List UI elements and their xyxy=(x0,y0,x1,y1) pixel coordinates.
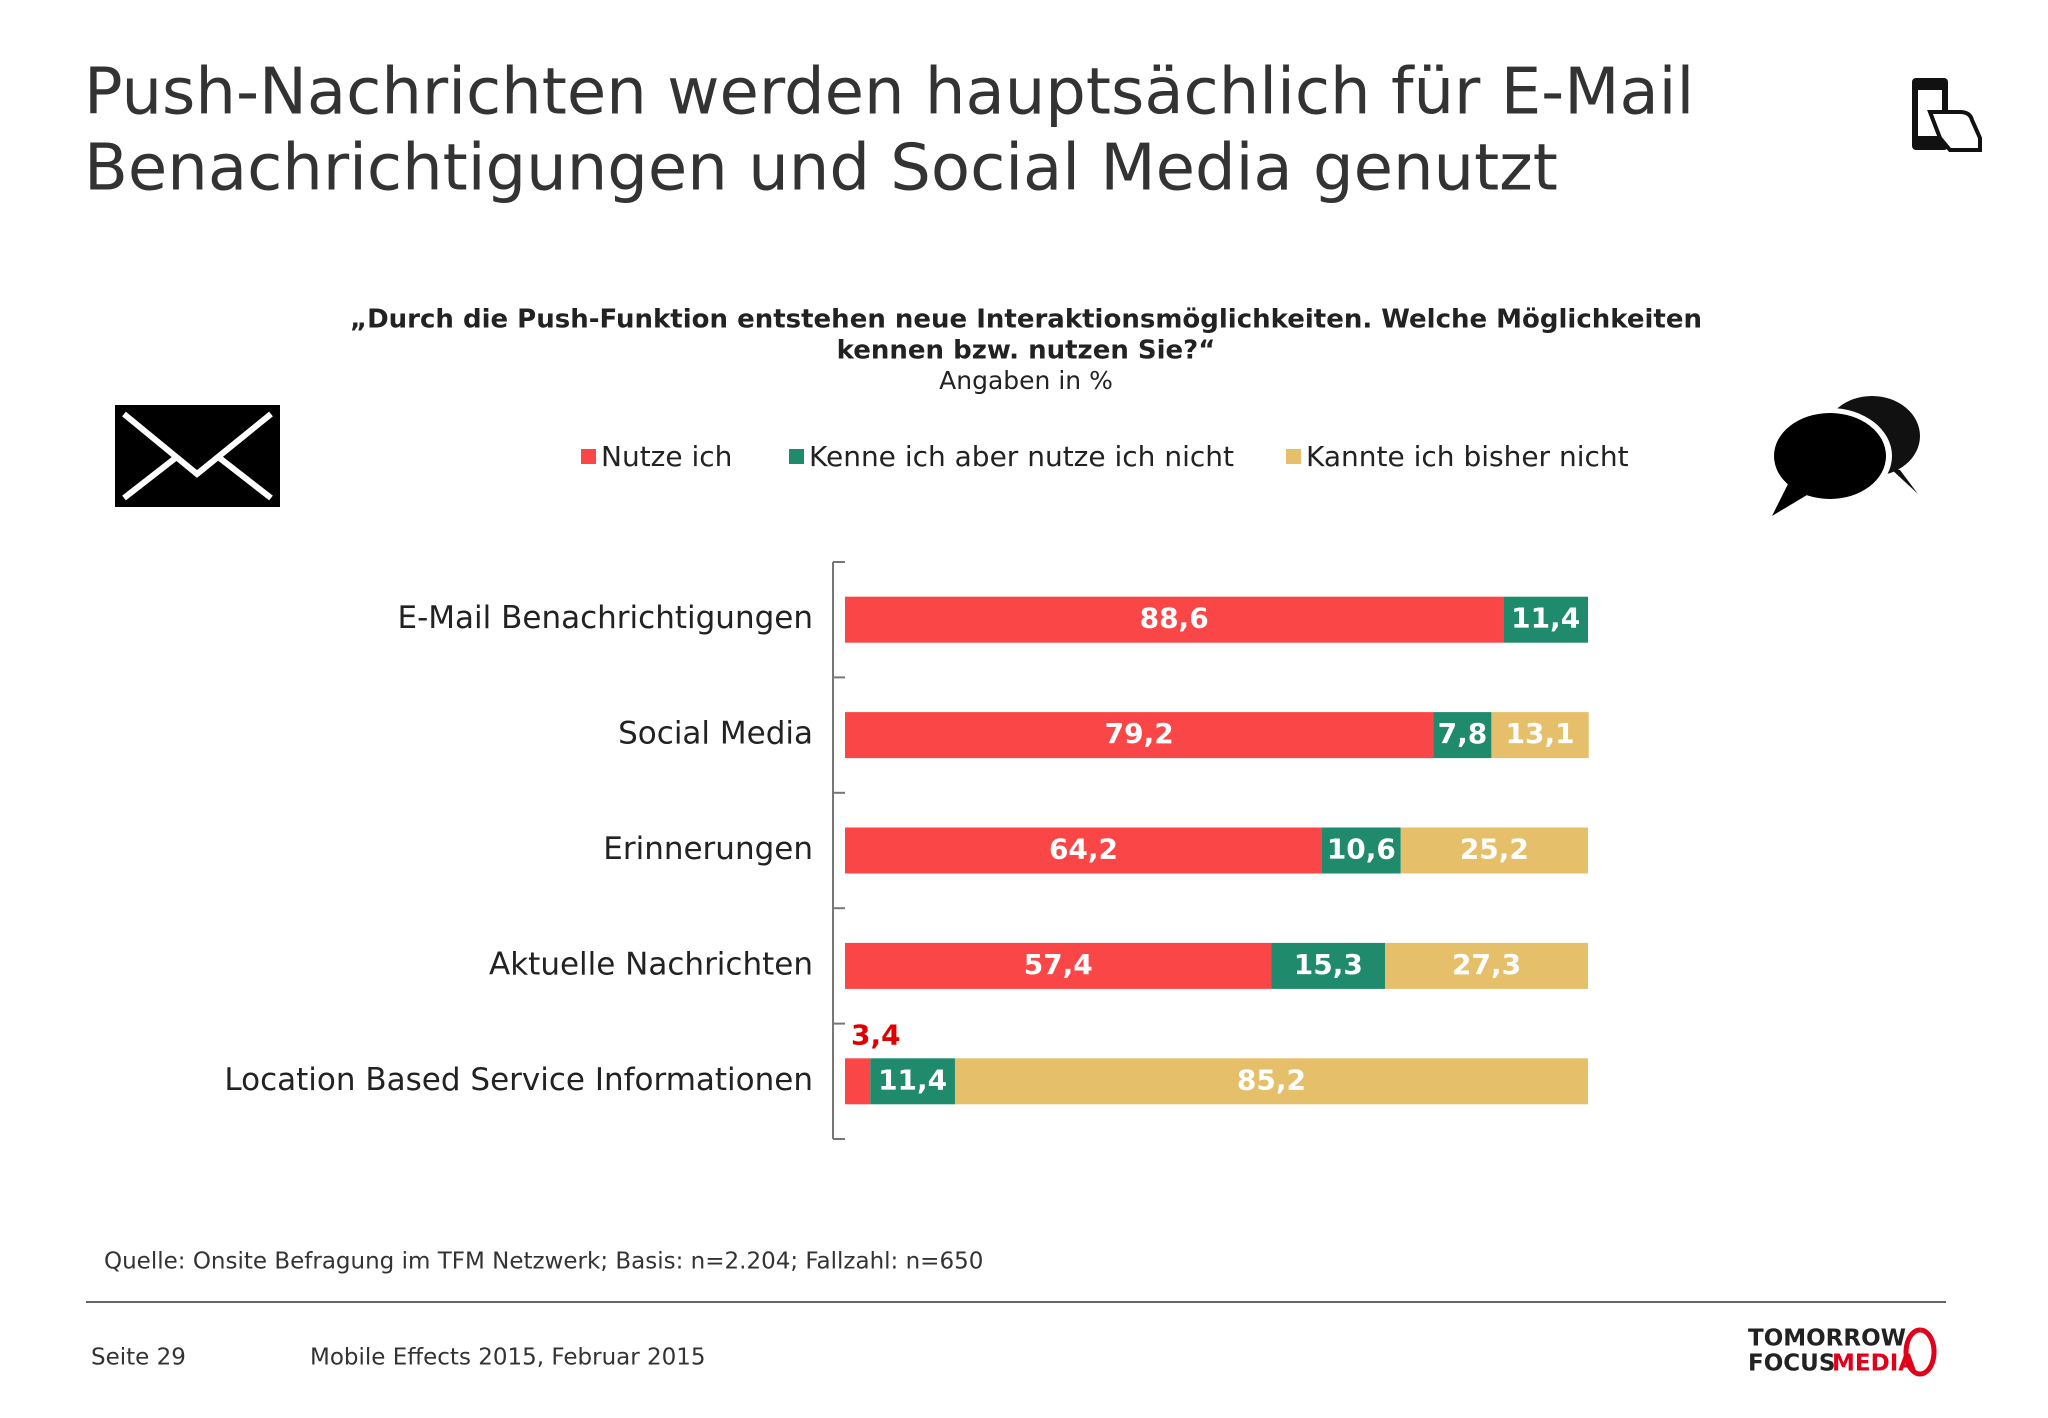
chart-title: kennen bzw. nutzen Sie?“ xyxy=(837,336,1216,366)
legend-swatch xyxy=(789,449,804,464)
value-label: 15,3 xyxy=(1294,948,1363,981)
logo-mark xyxy=(1903,1327,1937,1377)
legend-swatch xyxy=(1286,449,1301,464)
value-label: 27,3 xyxy=(1452,948,1521,981)
bar-segment xyxy=(1271,942,1386,989)
logo-text: MEDIA xyxy=(1832,1351,1916,1377)
category-label: Aktuelle Nachrichten xyxy=(489,946,813,982)
legend-label: Kenne ich aber nutze ich nicht xyxy=(809,440,1234,473)
page-number: Seite 29 xyxy=(91,1345,186,1371)
value-label: 85,2 xyxy=(1237,1063,1306,1096)
value-label: 11,4 xyxy=(1511,602,1580,635)
bar-segment xyxy=(954,1058,1588,1105)
bar-segment xyxy=(1503,596,1588,643)
logo-text: FOCUS xyxy=(1748,1351,1835,1377)
bar-segment xyxy=(845,1058,871,1105)
legend-label: Kannte ich bisher nicht xyxy=(1306,440,1629,473)
chat-icon xyxy=(1768,396,1920,516)
bar-segment xyxy=(1385,942,1588,989)
bar-segment xyxy=(845,712,1434,759)
category-label: Erinnerungen xyxy=(603,831,813,867)
bar-segment xyxy=(1322,827,1401,874)
slide-title: Push-Nachrichten werden hauptsächlich fü… xyxy=(84,56,1694,130)
bar-segment xyxy=(870,1058,955,1105)
value-label: 25,2 xyxy=(1460,833,1529,866)
bar-segment xyxy=(845,596,1504,643)
category-label: Social Media xyxy=(618,716,813,752)
category-label: Location Based Service Informationen xyxy=(224,1062,813,1098)
bar-segment xyxy=(1400,827,1588,874)
phone-icon xyxy=(1912,78,1982,152)
value-label: 13,1 xyxy=(1506,717,1575,750)
bar-segment xyxy=(845,942,1272,989)
report-name: Mobile Effects 2015, Februar 2015 xyxy=(310,1345,706,1371)
value-label: 57,4 xyxy=(1024,948,1093,981)
chart-subtitle: Angaben in % xyxy=(939,366,1113,395)
logo-text: TOMORROW xyxy=(1748,1326,1906,1352)
bar-segment xyxy=(1491,712,1589,759)
legend-label: Nutze ich xyxy=(601,440,732,473)
slide-title: Benachrichtigungen und Social Media genu… xyxy=(84,132,1558,206)
legend-swatch xyxy=(581,449,596,464)
value-label: 88,6 xyxy=(1140,602,1209,635)
bar-segment xyxy=(845,827,1323,874)
value-label: 79,2 xyxy=(1105,717,1174,750)
value-label: 11,4 xyxy=(878,1063,947,1096)
value-label: 64,2 xyxy=(1049,833,1118,866)
chart: „Durch die Push-Funktion entstehen neue … xyxy=(224,305,1702,1140)
value-label: 3,4 xyxy=(851,1018,901,1051)
category-label: E-Mail Benachrichtigungen xyxy=(398,600,813,636)
source-note: Quelle: Onsite Befragung im TFM Netzwerk… xyxy=(104,1249,983,1275)
bar-segment xyxy=(1433,712,1492,759)
value-label: 10,6 xyxy=(1327,833,1396,866)
value-label: 7,8 xyxy=(1438,717,1488,750)
envelope-icon xyxy=(115,405,280,507)
chart-title: „Durch die Push-Funktion entstehen neue … xyxy=(350,305,1702,335)
